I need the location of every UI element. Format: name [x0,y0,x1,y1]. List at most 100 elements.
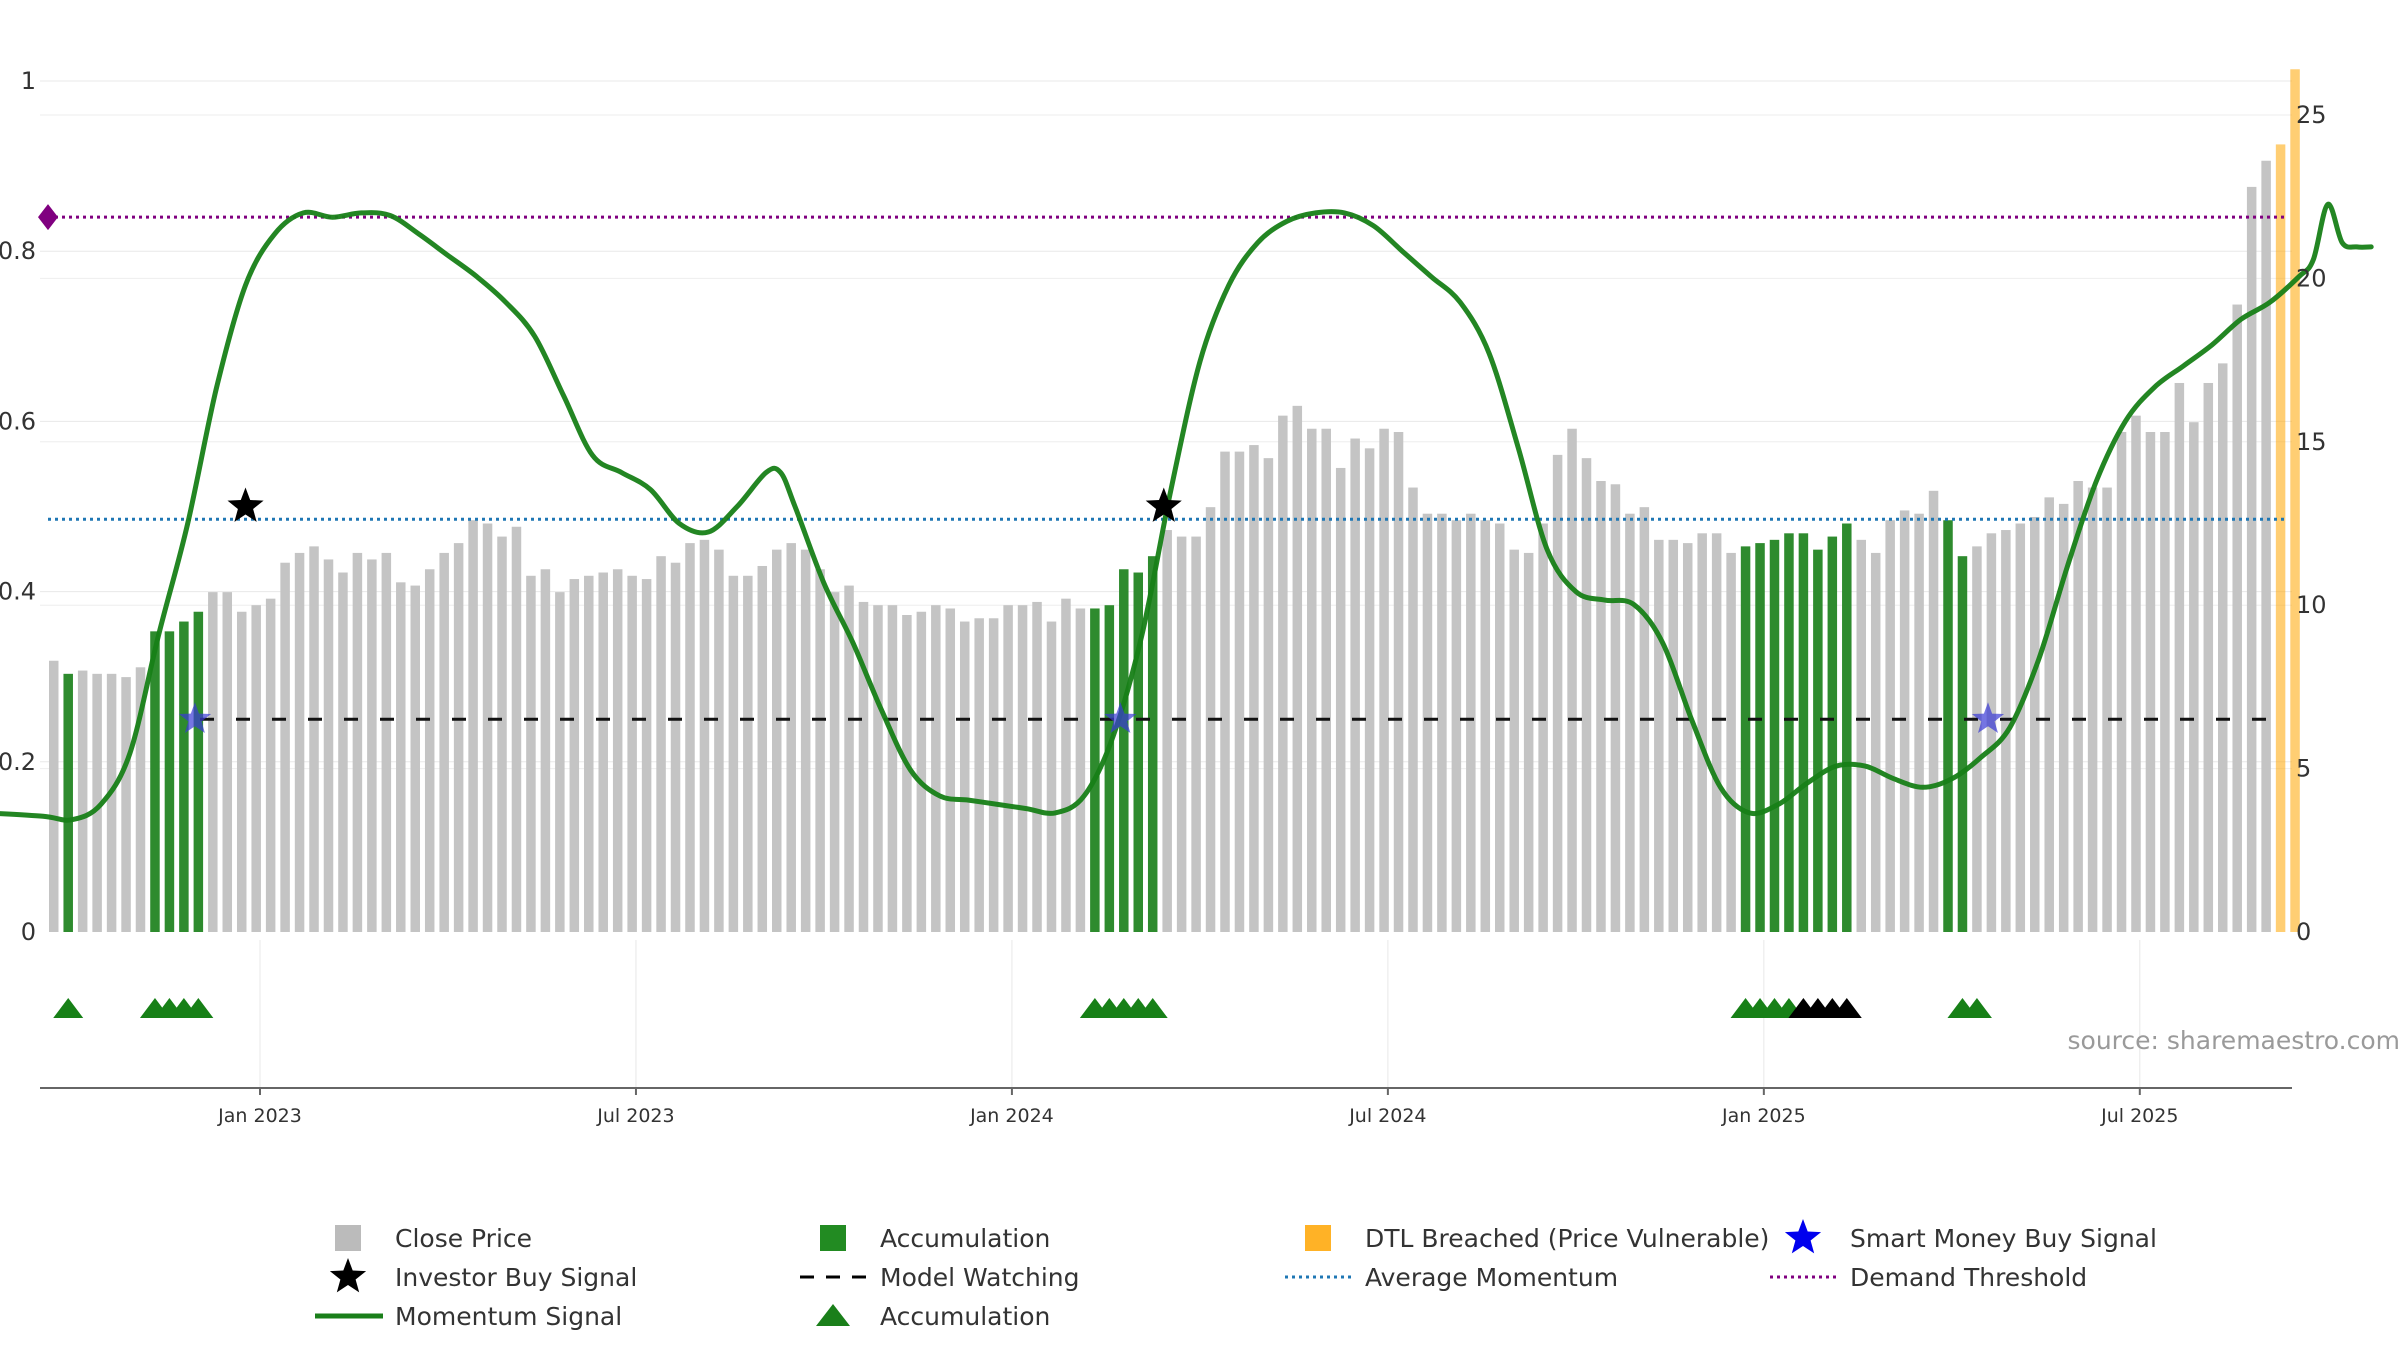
close-price-bar [2189,422,2199,932]
close-price-bar [1712,533,1722,932]
close-price-bar [1264,458,1274,932]
accumulation-bar [1813,550,1823,932]
close-price-bar [1972,546,1982,932]
close-price-bar [1611,484,1621,932]
close-price-bar [541,569,551,932]
close-price-bar [1336,468,1346,932]
close-price-bar [382,553,392,932]
close-price-bar [1350,439,1360,932]
close-price-bar [2146,432,2156,932]
close-price-bar [1582,458,1592,932]
left-axis-tick-label: 0.4 [0,578,36,606]
close-price-bar [570,579,580,932]
x-axis-tick-label: Jul 2023 [596,1105,674,1127]
close-price-bar [425,569,435,932]
legend-label: Momentum Signal [395,1302,622,1331]
close-price-bar [1726,553,1736,932]
close-price-bar [873,605,883,932]
accumulation-bar [1148,556,1158,932]
accumulation-bar [1105,605,1115,932]
close-price-bar [439,553,449,932]
close-price-bar [324,559,334,932]
accumulation-bar [179,622,189,932]
close-price-bar [830,592,840,932]
close-price-bar [584,576,594,932]
close-price-bar [353,553,363,932]
close-price-bar [121,677,131,932]
close-price-bar [396,582,406,932]
close-price-bar [917,612,927,932]
close-price-bar [266,599,276,932]
close-price-bar [1654,540,1664,932]
close-price-bar [1235,452,1245,932]
close-price-bar [251,605,261,932]
close-price-bar [656,556,666,932]
right-axis-tick-label: 20 [2296,264,2327,292]
close-price-bar [1466,514,1476,932]
close-price-bar [49,661,59,932]
close-price-bar [483,524,493,933]
legend-label: Accumulation [880,1302,1050,1331]
right-axis-tick-label: 15 [2296,428,2327,456]
close-price-bar [309,546,319,932]
accumulation-bar [1741,546,1751,932]
close-price-bar [1596,481,1606,932]
close-price-bar [1871,553,1881,932]
close-price-bar [237,612,247,932]
close-price-bar [295,553,305,932]
accumulation-bar [1799,533,1809,932]
close-price-bar [801,550,811,932]
legend-item: DTL Breached (Price Vulnerable) [1305,1224,1769,1253]
x-axis-tick-label: Jan 2025 [1721,1105,1806,1127]
right-axis-tick-label: 5 [2296,755,2311,783]
accumulation-bar [150,631,160,932]
accumulation-bar [1119,569,1129,932]
x-axis-tick-label: Jan 2023 [217,1105,302,1127]
close-price-bar [1885,520,1895,932]
close-price-bar [974,618,984,932]
x-axis-tick-label: Jul 2025 [2100,1105,2178,1127]
x-axis-tick-label: Jan 2024 [969,1105,1054,1127]
left-axis-tick-label: 1 [21,67,36,95]
close-price-bar [1683,543,1693,932]
accumulation-bar [1958,556,1968,932]
close-price-bar [526,576,536,932]
close-price-bar [1047,622,1057,932]
close-price-bar [1061,599,1071,932]
legend-swatch-square [1305,1225,1331,1251]
legend-label: Close Price [395,1224,532,1253]
close-price-bar [743,576,753,932]
close-price-bar [1553,455,1563,932]
legend-label: Investor Buy Signal [395,1263,637,1292]
close-price-bar [2016,524,2026,933]
legend-label: Average Momentum [1365,1263,1618,1292]
close-price-bar [1365,448,1375,932]
legend-swatch-square [820,1225,846,1251]
accumulation-bar [1828,537,1838,932]
close-price-bar [2102,488,2112,932]
legend-label: Accumulation [880,1224,1050,1253]
close-price-bar [1394,432,1404,932]
close-price-bar [714,550,724,932]
accumulation-bar [194,612,204,932]
close-price-bar [1625,514,1635,932]
close-price-bar [1987,533,1997,932]
close-price-bar [613,569,623,932]
close-price-bar [960,622,970,932]
accumulation-bar [1755,543,1765,932]
close-price-bar [1452,520,1462,932]
close-price-bar [1914,514,1924,932]
close-price-bar [2247,187,2257,932]
close-price-bar [931,605,941,932]
close-price-bar [1162,530,1172,932]
close-price-bar [1018,605,1028,932]
close-price-bar [338,573,348,932]
close-price-bar [78,671,88,932]
close-price-bar [1408,488,1418,932]
left-axis-tick-label: 0 [21,918,36,946]
close-price-bar [1321,429,1331,932]
close-price-bar [1307,429,1317,932]
dtl-breached-bar [2276,144,2286,932]
close-price-bar [859,602,869,932]
